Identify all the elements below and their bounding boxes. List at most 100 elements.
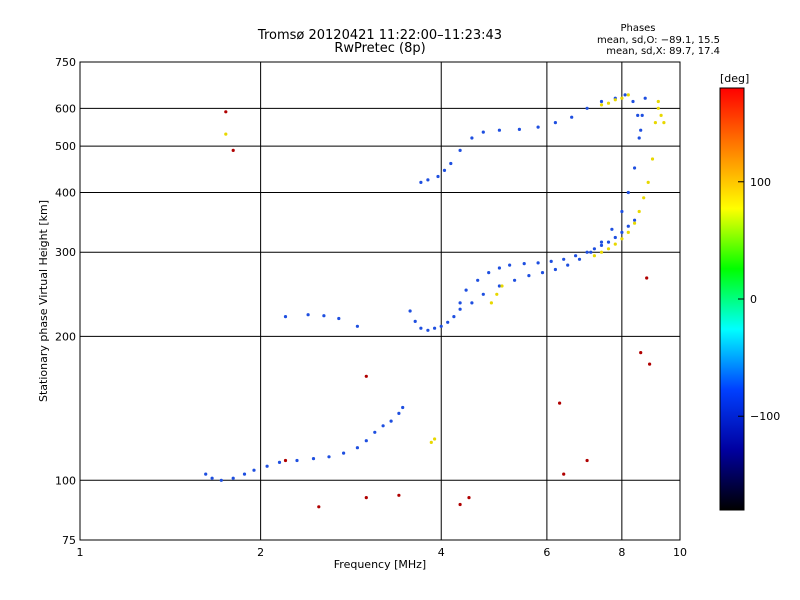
data-point: [449, 161, 453, 166]
y-tick-label: 750: [55, 56, 76, 69]
data-point: [342, 451, 346, 455]
data-point: [464, 288, 468, 292]
data-point: [633, 221, 637, 225]
data-point: [639, 128, 643, 132]
data-point: [452, 315, 456, 319]
x-axis-label: Frequency [MHz]: [334, 558, 426, 571]
data-point: [355, 324, 359, 328]
data-point: [620, 209, 624, 214]
data-points: [204, 93, 666, 509]
y-tick-label: 200: [55, 330, 76, 343]
x-tick-label: 2: [257, 546, 264, 559]
data-point: [439, 324, 443, 328]
data-point: [442, 168, 447, 172]
data-point: [553, 267, 558, 272]
data-point: [470, 301, 474, 305]
y-tick-label: 400: [55, 186, 76, 199]
data-point: [231, 148, 235, 152]
data-point: [419, 326, 423, 330]
plot-frame: [79, 61, 681, 541]
data-point: [283, 458, 288, 463]
data-point: [585, 458, 589, 463]
data-point: [566, 263, 570, 267]
x-tick-label: 8: [618, 546, 625, 559]
data-point: [265, 464, 269, 468]
data-point: [513, 278, 517, 282]
data-point: [497, 128, 501, 132]
data-point: [585, 106, 589, 110]
data-point: [317, 505, 321, 509]
y-tick-label: 75: [62, 534, 76, 547]
data-point: [623, 93, 627, 97]
data-point: [470, 136, 474, 140]
data-point: [306, 313, 310, 317]
data-point: [599, 99, 604, 104]
data-point: [659, 113, 663, 117]
data-point: [570, 115, 574, 119]
data-point: [662, 121, 666, 125]
data-point: [295, 458, 299, 463]
data-point: [413, 319, 417, 323]
data-point: [637, 209, 641, 214]
data-point: [481, 292, 485, 296]
y-axis-label: Stationary phase Virtual Height [km]: [37, 200, 50, 402]
data-point: [458, 502, 462, 507]
data-point: [640, 113, 644, 117]
data-point: [562, 257, 566, 261]
data-point: [219, 478, 223, 482]
data-point: [613, 235, 617, 240]
data-point: [585, 250, 589, 254]
data-point: [373, 430, 377, 434]
data-point: [599, 240, 604, 244]
data-point: [364, 496, 368, 500]
data-point: [558, 401, 562, 405]
data-point: [337, 316, 341, 321]
data-point: [355, 446, 359, 450]
phases-line-x: mean, sd,X: 89.7, 17.4: [606, 46, 720, 57]
data-point: [606, 240, 611, 244]
data-point: [481, 130, 485, 134]
data-point: [633, 218, 637, 222]
data-point: [364, 439, 368, 443]
data-point: [231, 476, 235, 480]
data-point: [426, 178, 430, 182]
data-point: [467, 496, 471, 500]
data-point: [599, 250, 604, 254]
data-point: [610, 227, 614, 231]
data-point: [536, 261, 540, 265]
data-point: [389, 419, 393, 423]
data-point: [626, 224, 630, 228]
data-point: [408, 309, 412, 313]
data-point: [401, 405, 405, 410]
data-point: [626, 190, 630, 195]
data-point: [645, 276, 649, 280]
data-point: [500, 284, 504, 288]
data-point: [224, 132, 228, 136]
data-point: [656, 99, 660, 104]
data-point: [364, 374, 368, 378]
data-point: [476, 278, 480, 282]
phases-line-o: mean, sd,O: −89.1, 15.5: [597, 35, 720, 46]
data-point: [613, 242, 617, 246]
data-point: [549, 259, 553, 263]
data-point: [650, 157, 655, 161]
data-point: [631, 99, 635, 104]
y-tick-label: 100: [55, 474, 76, 487]
chart-subtitle: RwPretec (8p): [334, 41, 425, 56]
data-point: [487, 271, 491, 275]
colorbar-ticks: 100 0 −100: [738, 176, 780, 423]
colorbar-tick-label: 100: [750, 176, 771, 189]
data-point: [252, 468, 256, 472]
data-point: [508, 263, 512, 267]
data-point: [562, 472, 566, 476]
data-point: [589, 250, 593, 254]
data-point: [637, 136, 641, 140]
data-point: [210, 476, 214, 480]
data-point: [446, 320, 450, 324]
data-point: [646, 180, 650, 184]
data-point: [606, 247, 611, 251]
data-point: [536, 125, 540, 129]
data-point: [517, 127, 522, 131]
data-point: [620, 230, 624, 234]
data-point: [577, 257, 582, 261]
